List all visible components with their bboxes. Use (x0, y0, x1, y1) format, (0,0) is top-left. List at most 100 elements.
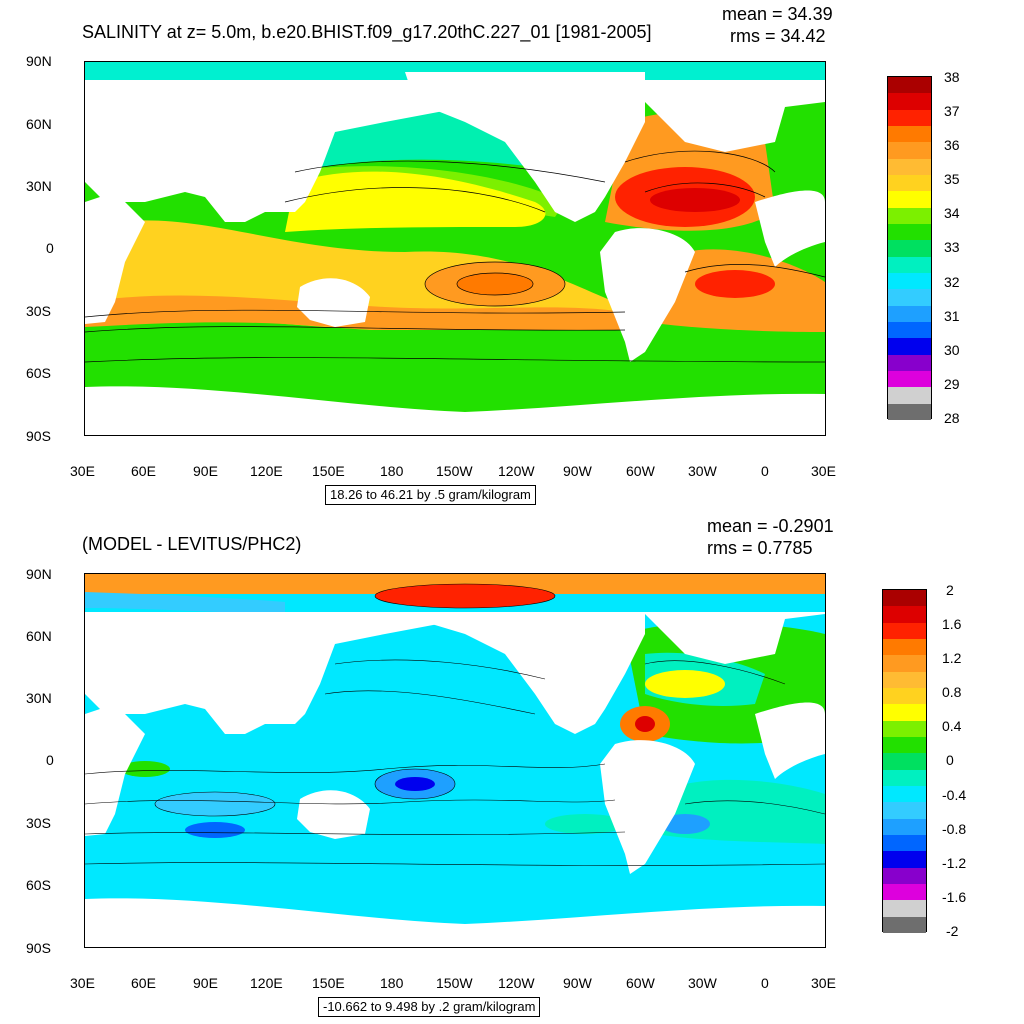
colorbar-segment (888, 191, 931, 209)
colorbar-segment (888, 126, 931, 143)
lat-label-60n: 60N (26, 628, 52, 644)
colorbar-label: 33 (944, 239, 960, 255)
lon-label: 0 (761, 463, 769, 479)
lon-label: 150W (436, 463, 473, 479)
salinity-colorbar (887, 76, 932, 421)
lat-label-90n: 90N (26, 53, 52, 69)
colorbar-label: 0.8 (942, 684, 962, 700)
colorbar-segment (888, 403, 931, 421)
mean-stat: mean = 34.39 (722, 4, 833, 24)
lon-label: 0 (761, 975, 769, 991)
colorbar-label: 35 (944, 171, 960, 187)
lat-label-30s: 30S (26, 815, 51, 831)
colorbar-label: 38 (944, 69, 960, 85)
colorbar-segment (888, 256, 931, 274)
lon-label: 150W (436, 975, 473, 991)
lon-label: 30E (70, 975, 95, 991)
colorbar-segment (888, 387, 931, 405)
lon-label: 180 (380, 463, 404, 479)
colorbar-segment (883, 786, 926, 803)
colorbar-segment (888, 93, 931, 111)
lon-label: 30E (811, 463, 836, 479)
lat-label-0: 0 (46, 752, 54, 768)
colorbar-segment (883, 818, 926, 836)
colorbar-segment (883, 884, 926, 901)
colorbar-segment (883, 688, 926, 705)
lon-label: 30W (688, 975, 717, 991)
salinity-panel: SALINITY at z= 5.0m, b.e20.BHIST.f09_g17… (26, 4, 960, 505)
mean-stat: mean = -0.2901 (707, 516, 834, 536)
panel-title: (MODEL - LEVITUS/PHC2) (82, 534, 302, 554)
colorbar-label: 31 (944, 308, 960, 324)
colorbar-segment (883, 753, 926, 771)
colorbar-segment (888, 371, 931, 388)
colorbar-label: 30 (944, 342, 960, 358)
lat-label-60s: 60S (26, 877, 51, 893)
colorbar-segment (888, 289, 931, 307)
colorbar-segment (883, 622, 926, 640)
lat-label-30n: 30N (26, 690, 52, 706)
lon-label: 30E (811, 975, 836, 991)
colorbar-label: 32 (944, 274, 960, 290)
colorbar-label: -2 (946, 923, 959, 939)
colorbar-label: 36 (944, 137, 960, 153)
lon-label: 150E (312, 463, 345, 479)
colorbar-segment (883, 639, 926, 656)
colorbar-label: -0.4 (942, 787, 967, 803)
lat-label-90s: 90S (26, 428, 51, 444)
lon-label: 90E (193, 975, 218, 991)
lat-label-90s: 90S (26, 940, 51, 956)
lon-label: 120W (498, 463, 535, 479)
salinity-map (84, 61, 826, 436)
lon-label: 90E (193, 463, 218, 479)
colorbar-segment (883, 802, 926, 820)
panel-title: SALINITY at z= 5.0m, b.e20.BHIST.f09_g17… (82, 22, 652, 42)
colorbar-segment (883, 900, 926, 918)
colorbar-segment (888, 142, 931, 160)
lon-label: 150E (312, 975, 345, 991)
colorbar-segment (888, 109, 931, 127)
colorbar-segment (888, 354, 931, 372)
lon-label: 30E (70, 463, 95, 479)
colorbar-label: 34 (944, 205, 960, 221)
lon-label: 120W (498, 975, 535, 991)
contour-range-label: -10.662 to 9.498 by .2 gram/kilogram (318, 997, 541, 1017)
difference-map-svg (85, 574, 825, 947)
colorbar-segment (888, 158, 931, 176)
colorbar-label: 2 (946, 582, 954, 598)
colorbar-label: -1.2 (942, 855, 967, 871)
colorbar-label: 28 (944, 410, 960, 426)
lat-label-60n: 60N (26, 116, 52, 132)
colorbar-segment (888, 273, 931, 290)
lat-label-90n: 90N (26, 566, 52, 582)
lat-label-60s: 60S (26, 365, 51, 381)
lon-label: 120E (250, 463, 283, 479)
colorbar-segment (883, 835, 926, 852)
colorbar-segment (883, 737, 926, 754)
lon-label: 60E (131, 975, 156, 991)
colorbar-segment (888, 240, 931, 258)
colorbar-segment (883, 851, 926, 869)
lon-label: 60W (626, 463, 655, 479)
lat-label-30s: 30S (26, 303, 51, 319)
colorbar-segment (888, 305, 931, 323)
lon-label: 180 (380, 975, 404, 991)
colorbar-segment (883, 704, 926, 722)
lon-label: 60E (131, 463, 156, 479)
colorbar-label: -1.6 (942, 889, 967, 905)
colorbar-segment (883, 720, 926, 738)
colorbar-label: 37 (944, 103, 960, 119)
lat-label-30n: 30N (26, 178, 52, 194)
lon-label: 90W (563, 975, 592, 991)
colorbar-segment (883, 867, 926, 885)
colorbar-segment (883, 590, 926, 607)
colorbar-label: 0.4 (942, 718, 962, 734)
colorbar-label: 29 (944, 376, 960, 392)
rms-stat: rms = 34.42 (730, 26, 826, 46)
difference-map (84, 573, 826, 948)
colorbar-label: 1.6 (942, 616, 962, 632)
colorbar-segment (888, 224, 931, 241)
lon-label: 30W (688, 463, 717, 479)
lon-label: 90W (563, 463, 592, 479)
